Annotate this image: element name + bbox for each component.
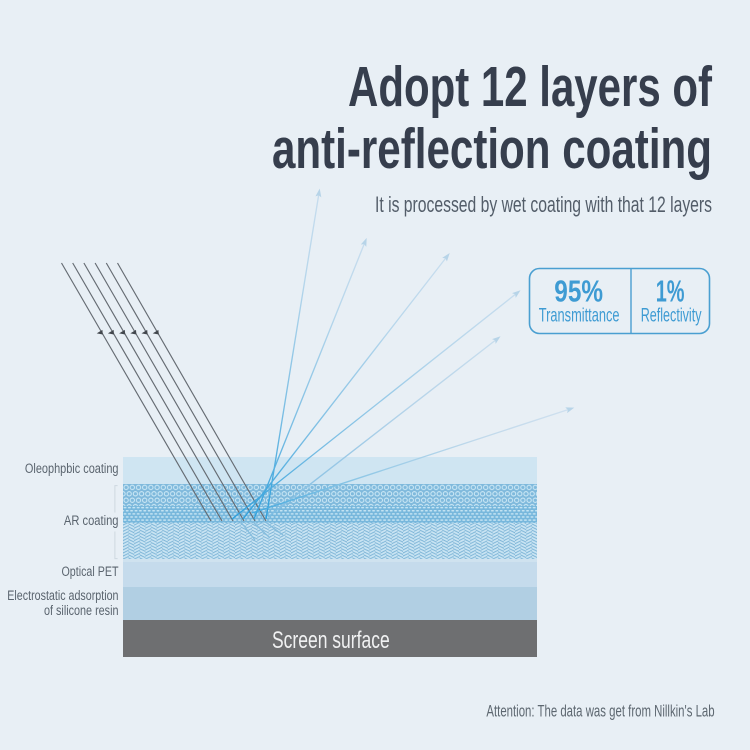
svg-text:of silicone resin: of silicone resin bbox=[44, 603, 119, 619]
svg-text:It is processed by wet coating: It is processed by wet coating with that… bbox=[375, 192, 712, 217]
svg-text:Optical PET: Optical PET bbox=[62, 564, 119, 580]
svg-text:anti-reflection coating: anti-reflection coating bbox=[272, 117, 712, 181]
svg-text:Screen surface: Screen surface bbox=[272, 627, 390, 654]
svg-text:95%: 95% bbox=[554, 274, 603, 309]
svg-text:Electrostatic adsorption: Electrostatic adsorption bbox=[7, 588, 118, 604]
svg-text:Attention: The data was get fr: Attention: The data was get from Nillkin… bbox=[486, 702, 714, 721]
svg-text:Reflectivity: Reflectivity bbox=[641, 305, 702, 326]
svg-text:Oleophpbic coating: Oleophpbic coating bbox=[25, 461, 119, 477]
svg-text:Transmittance: Transmittance bbox=[539, 305, 620, 326]
svg-text:AR coating: AR coating bbox=[64, 513, 119, 529]
svg-text:Adopt 12 layers of: Adopt 12 layers of bbox=[348, 55, 713, 119]
svg-text:1%: 1% bbox=[656, 274, 685, 309]
